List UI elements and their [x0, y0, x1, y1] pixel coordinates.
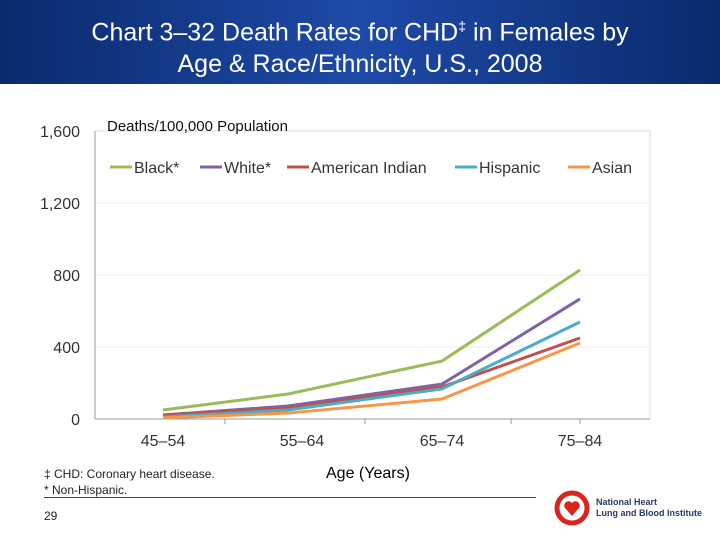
x-tick-label: 75–84: [558, 433, 603, 450]
legend-label: American Indian: [311, 160, 427, 177]
y-tick-label: 800: [53, 268, 80, 285]
y-tick-label: 1,200: [40, 196, 80, 213]
title-line-1-end: in Females by: [466, 18, 629, 47]
x-tick-label: 65–74: [420, 433, 465, 450]
page-number: 29: [44, 509, 58, 523]
series-line-black-: [162, 268, 581, 412]
title-line-2: Age & Race/Ethnicity, U.S., 2008: [177, 50, 543, 79]
series-line-hispanic: [162, 320, 581, 419]
x-tick-label: 45–54: [141, 433, 186, 450]
y-tick-label: 400: [53, 340, 80, 357]
footnote-nonhispanic: * Non-Hispanic.: [44, 483, 128, 497]
legend-label: Asian: [592, 160, 632, 177]
logo-line-1: National Heart: [596, 497, 658, 507]
y-tick-label: 1,600: [40, 124, 80, 141]
x-tick-label: 55–64: [280, 433, 325, 450]
title-line-1: Chart 3–32 Death Rates for CHD: [91, 18, 459, 47]
title-mark: ‡: [458, 18, 467, 34]
nhlbi-logo: National Heart Lung and Blood Institute: [554, 490, 702, 526]
x-axis-label: Age (Years): [326, 465, 410, 482]
divider: [44, 497, 536, 498]
y-tick-label: 0: [71, 412, 80, 429]
legend-label: Black*: [134, 160, 179, 177]
logo-line-2: Lung and Blood Institute: [596, 508, 702, 518]
series-line-asian: [162, 341, 581, 420]
legend-label: Hispanic: [479, 160, 540, 177]
legend-label: White*: [224, 160, 271, 177]
heart-lung-icon: [554, 490, 590, 526]
slide-title: Chart 3–32 Death Rates for CHD‡ in Femal…: [0, 0, 720, 84]
series-line-american-indian: [162, 336, 581, 417]
y-axis-label: Deaths/100,000 Population: [107, 118, 288, 135]
footnote-chd: ‡ CHD: Coronary heart disease.: [44, 467, 215, 481]
